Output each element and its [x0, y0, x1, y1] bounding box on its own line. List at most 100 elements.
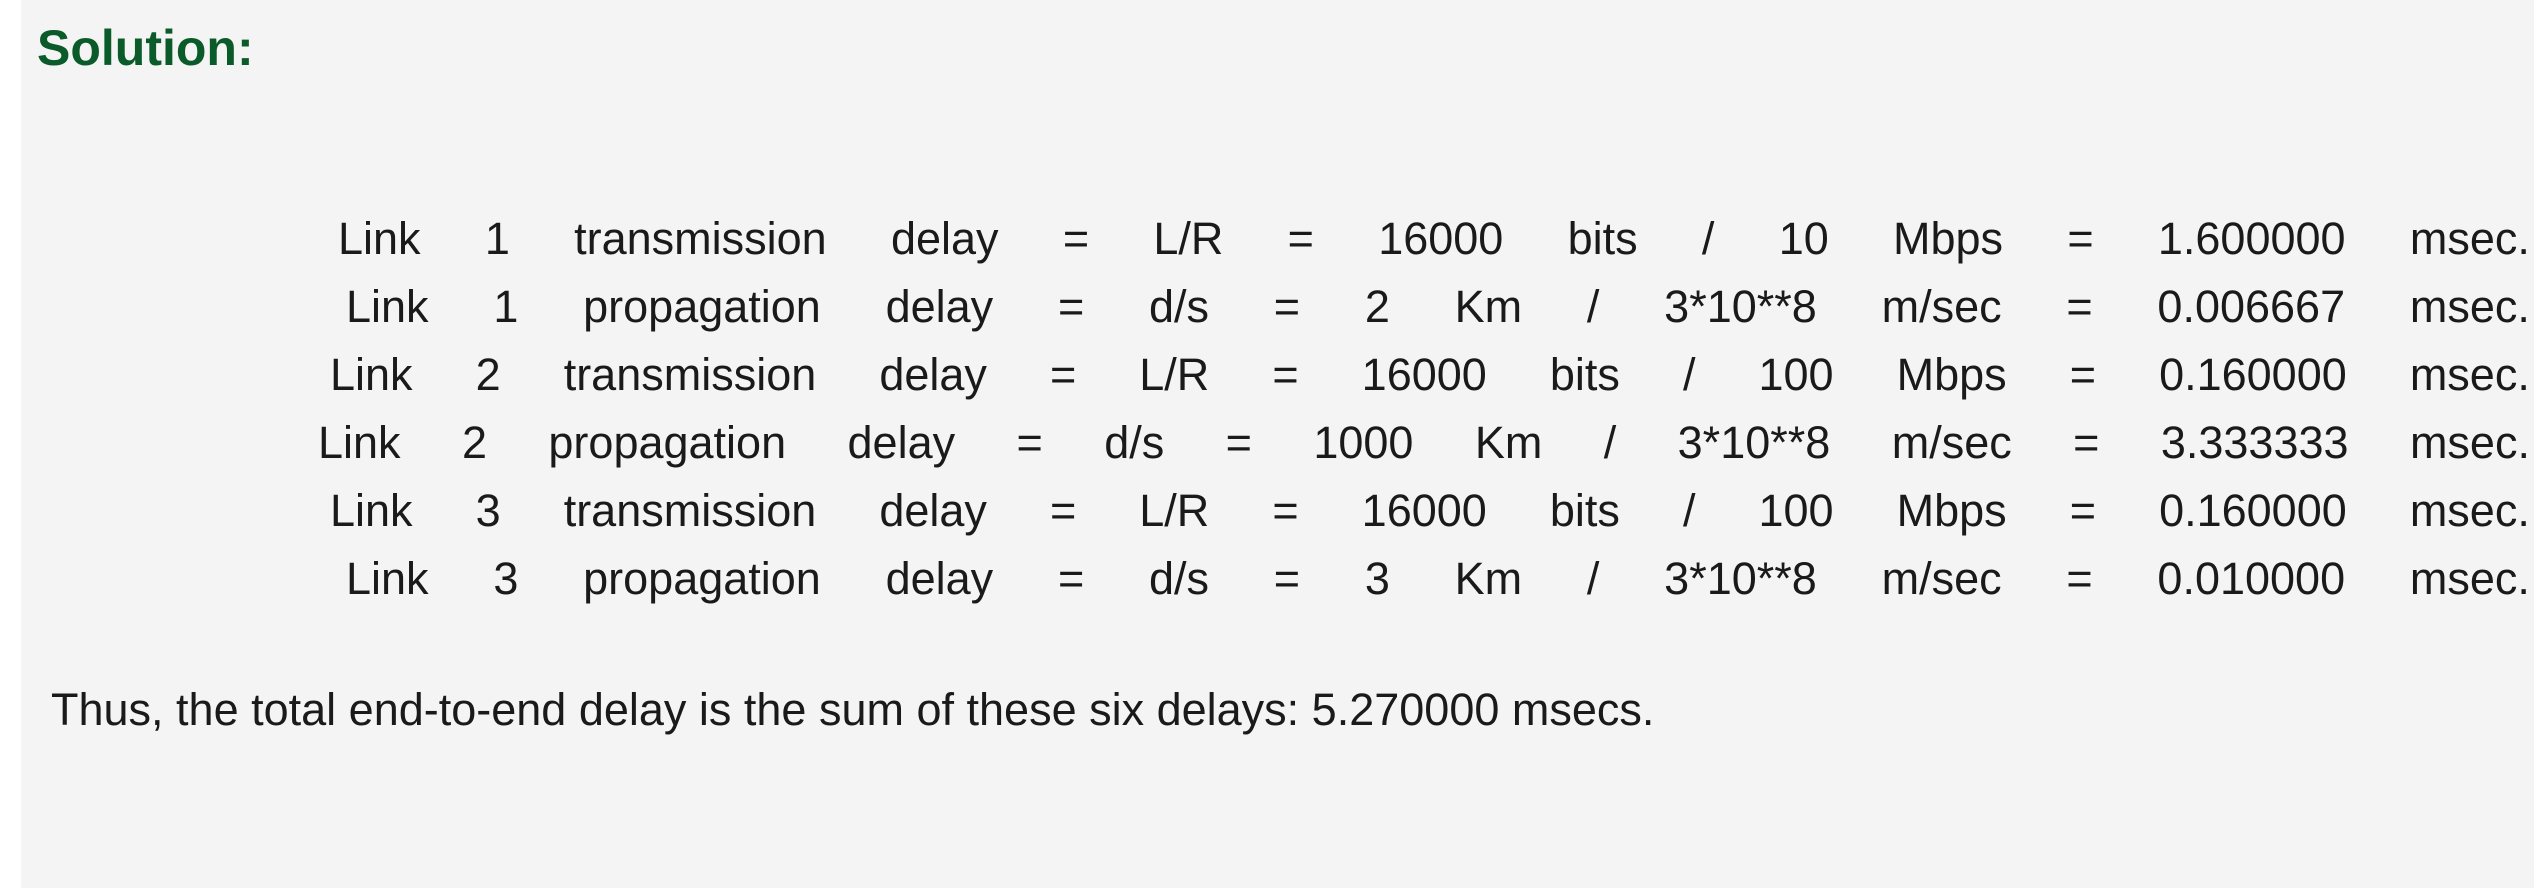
- delay-token: 2: [475, 349, 501, 400]
- delay-token: /: [1701, 213, 1715, 264]
- delay-token: bits: [1549, 485, 1620, 536]
- delay-token: 16000: [1361, 349, 1487, 400]
- delay-token: Link: [318, 417, 401, 468]
- delay-token: delay: [885, 553, 994, 604]
- delay-token: =: [1049, 485, 1077, 536]
- delay-token: 2: [461, 417, 487, 468]
- delay-token: =: [2073, 417, 2100, 468]
- delay-token: Link: [346, 553, 429, 604]
- delay-token: 0.010000: [2157, 553, 2346, 604]
- delay-token: =: [1273, 281, 1301, 332]
- delay-token: =: [1287, 213, 1314, 264]
- delay-token: 0.006667: [2157, 281, 2346, 332]
- summary-text: Thus, the total end-to-end delay is the …: [51, 684, 1655, 735]
- delay-token: Mbps: [1896, 349, 2007, 400]
- delay-token: /: [1586, 281, 1600, 332]
- delay-token: 3: [475, 485, 501, 536]
- delay-token: delay: [879, 485, 987, 536]
- delay-token: delay: [890, 213, 999, 264]
- delay-token: =: [2066, 553, 2093, 604]
- delay-token: =: [2066, 281, 2093, 332]
- delay-token: Link: [330, 485, 413, 536]
- delay-token: 3: [493, 553, 519, 604]
- delay-token: =: [2067, 213, 2094, 264]
- delay-token: Link: [330, 349, 413, 400]
- delay-token: 1: [493, 281, 519, 332]
- delay-line: Link 1 propagation delay = d/s = 2 Km / …: [346, 273, 2530, 341]
- delay-token: Link: [346, 281, 429, 332]
- delay-token: Link: [338, 213, 421, 264]
- delay-token: 1.600000: [2157, 213, 2346, 264]
- delay-token: 0.160000: [2159, 349, 2347, 400]
- delay-token: =: [1272, 349, 1299, 400]
- delay-token: 3*10**8: [1664, 553, 1817, 604]
- delay-token: msec.: [2409, 281, 2530, 332]
- delay-token: propagation: [583, 553, 821, 604]
- delay-token: Km: [1454, 281, 1523, 332]
- delay-token: =: [1049, 349, 1077, 400]
- delay-token: 100: [1758, 349, 1834, 400]
- delay-token: transmission: [574, 213, 827, 264]
- delay-token: 3.333333: [2160, 417, 2349, 468]
- delay-token: =: [1057, 281, 1085, 332]
- delay-token: =: [1062, 213, 1090, 264]
- delay-token: delay: [885, 281, 994, 332]
- solution-heading: Solution:: [37, 20, 254, 76]
- delay-token: transmission: [563, 485, 817, 536]
- delay-token: propagation: [583, 281, 821, 332]
- delay-token: L/R: [1153, 213, 1224, 264]
- delay-line: Link 1 transmission delay = L/R = 16000 …: [338, 205, 2530, 273]
- delay-token: L/R: [1139, 485, 1210, 536]
- delay-token: 0.160000: [2159, 485, 2347, 536]
- delay-token: 3*10**8: [1664, 281, 1817, 332]
- delay-line: Link 3 propagation delay = d/s = 3 Km / …: [346, 545, 2530, 613]
- delay-token: msec.: [2409, 213, 2530, 264]
- delay-token: 1000: [1313, 417, 1414, 468]
- delay-line: Link 2 transmission delay = L/R = 16000 …: [330, 341, 2530, 409]
- delay-token: msec.: [2409, 349, 2530, 400]
- delay-token: L/R: [1139, 349, 1210, 400]
- delay-token: delay: [879, 349, 987, 400]
- delay-token: m/sec: [1881, 281, 2002, 332]
- delay-token: bits: [1549, 349, 1620, 400]
- delay-token: d/s: [1148, 281, 1210, 332]
- delay-token: 10: [1778, 213, 1829, 264]
- delay-token: 16000: [1361, 485, 1487, 536]
- delay-lines: Link 1 transmission delay = L/R = 16000 …: [318, 205, 2530, 613]
- delay-token: =: [1225, 417, 1252, 468]
- delay-token: =: [2069, 485, 2097, 536]
- delay-token: Km: [1454, 553, 1523, 604]
- delay-token: =: [1273, 553, 1301, 604]
- delay-token: msec.: [2409, 417, 2530, 468]
- delay-token: msec.: [2409, 485, 2530, 536]
- delay-token: m/sec: [1891, 417, 2012, 468]
- delay-token: 2: [1364, 281, 1390, 332]
- delay-token: =: [2069, 349, 2097, 400]
- delay-token: 3: [1364, 553, 1390, 604]
- delay-token: d/s: [1104, 417, 1165, 468]
- delay-token: transmission: [563, 349, 817, 400]
- delay-token: =: [1057, 553, 1085, 604]
- delay-token: /: [1682, 349, 1696, 400]
- delay-token: Mbps: [1896, 485, 2007, 536]
- delay-token: Mbps: [1893, 213, 2004, 264]
- delay-token: 1: [484, 213, 510, 264]
- delay-token: m/sec: [1881, 553, 2002, 604]
- delay-token: =: [1016, 417, 1043, 468]
- delay-token: msec.: [2409, 553, 2530, 604]
- delay-token: propagation: [548, 417, 787, 468]
- delay-token: delay: [847, 417, 956, 468]
- delay-token: Km: [1474, 417, 1543, 468]
- delay-token: 100: [1758, 485, 1834, 536]
- delay-line: Link 3 transmission delay = L/R = 16000 …: [330, 477, 2530, 545]
- delay-token: 16000: [1378, 213, 1504, 264]
- delay-token: bits: [1567, 213, 1638, 264]
- delay-token: /: [1586, 553, 1600, 604]
- solution-panel: Solution: Link 1 transmission delay = L/…: [21, 0, 2534, 888]
- delay-line: Link 2 propagation delay = d/s = 1000 Km…: [318, 409, 2530, 477]
- delay-token: /: [1603, 417, 1617, 468]
- delay-token: 3*10**8: [1677, 417, 1831, 468]
- delay-token: =: [1272, 485, 1299, 536]
- delay-token: /: [1682, 485, 1696, 536]
- delay-token: d/s: [1148, 553, 1210, 604]
